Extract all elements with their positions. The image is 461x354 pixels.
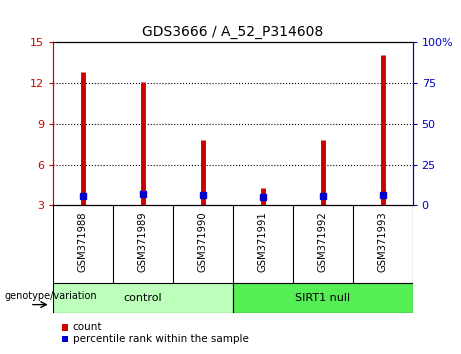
Text: GSM371988: GSM371988 <box>78 212 88 272</box>
Text: GSM371989: GSM371989 <box>138 212 148 272</box>
Text: GSM371992: GSM371992 <box>318 212 328 272</box>
Bar <box>233 283 413 313</box>
Text: genotype/variation: genotype/variation <box>5 291 97 302</box>
Text: GSM371991: GSM371991 <box>258 212 268 272</box>
Text: SIRT1 null: SIRT1 null <box>295 293 350 303</box>
Text: GSM371993: GSM371993 <box>378 212 388 272</box>
Text: control: control <box>124 293 162 303</box>
Text: percentile rank within the sample: percentile rank within the sample <box>73 334 248 344</box>
Text: count: count <box>73 322 102 332</box>
Bar <box>53 283 233 313</box>
Title: GDS3666 / A_52_P314608: GDS3666 / A_52_P314608 <box>142 25 324 39</box>
Text: GSM371990: GSM371990 <box>198 212 208 272</box>
